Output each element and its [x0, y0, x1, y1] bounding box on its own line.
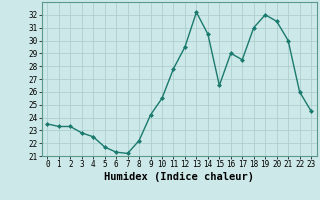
X-axis label: Humidex (Indice chaleur): Humidex (Indice chaleur): [104, 172, 254, 182]
